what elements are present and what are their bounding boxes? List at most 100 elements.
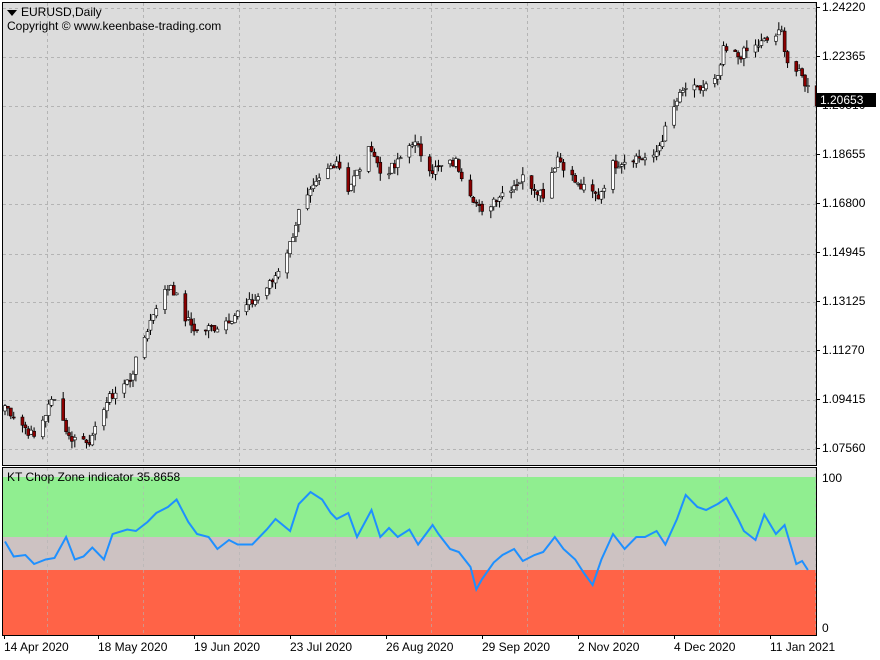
bear-candle bbox=[480, 203, 484, 212]
bull-candle bbox=[395, 158, 400, 168]
bear-candle bbox=[81, 436, 86, 440]
price-chart-pane[interactable]: EURUSD,Daily Copyright © www.keenbase-tr… bbox=[2, 2, 817, 466]
bull-candle bbox=[538, 189, 543, 197]
bull-candle bbox=[247, 298, 252, 306]
bear-candle bbox=[419, 143, 423, 157]
bear-candle bbox=[785, 51, 790, 64]
bull-candle bbox=[390, 162, 394, 174]
bull-candle bbox=[154, 308, 159, 317]
chart-symbol-title[interactable]: EURUSD,Daily bbox=[7, 5, 102, 19]
bull-candle bbox=[448, 159, 452, 165]
tick-mark bbox=[816, 399, 820, 400]
bull-candle bbox=[273, 275, 278, 284]
bear-candle bbox=[67, 432, 71, 436]
bear-candle bbox=[474, 201, 479, 204]
date-label: 26 Aug 2020 bbox=[386, 640, 454, 654]
bear-candle bbox=[9, 407, 13, 417]
bull-candle bbox=[553, 168, 557, 173]
bull-candle bbox=[334, 160, 339, 167]
bull-candle bbox=[206, 325, 211, 331]
bear-candle bbox=[195, 329, 199, 331]
bear-candle bbox=[436, 165, 441, 168]
tick-mark bbox=[816, 7, 820, 8]
bear-candle bbox=[745, 47, 749, 52]
indicator-pane[interactable]: KT Chop Zone indicator 35.8658 bbox=[2, 467, 817, 636]
bear-candle bbox=[739, 56, 743, 60]
date-label: 18 May 2020 bbox=[98, 640, 168, 654]
bull-candle bbox=[125, 379, 129, 385]
bear-candle bbox=[579, 183, 583, 190]
bull-candle bbox=[398, 157, 403, 159]
bull-candle bbox=[718, 64, 723, 76]
price-tick-label: 1.16800 bbox=[822, 196, 866, 210]
bull-candle bbox=[311, 184, 316, 189]
bull-candle bbox=[308, 188, 313, 196]
bull-candle bbox=[148, 320, 153, 331]
bear-candle bbox=[570, 169, 575, 176]
bull-candle bbox=[49, 399, 54, 406]
bear-candle bbox=[471, 196, 476, 203]
bull-candle bbox=[387, 173, 391, 176]
bear-candle bbox=[477, 203, 481, 206]
bear-candle bbox=[87, 442, 92, 445]
indicator-tick-label: 0 bbox=[822, 621, 829, 635]
bull-candle bbox=[489, 206, 493, 212]
price-tick-label: 1.07560 bbox=[822, 441, 866, 455]
bear-candle bbox=[457, 159, 461, 172]
bull-candle bbox=[166, 289, 170, 291]
bull-candle bbox=[454, 158, 458, 167]
bear-candle bbox=[26, 428, 31, 436]
bear-candle bbox=[369, 146, 374, 152]
bear-candle bbox=[84, 439, 89, 444]
chop-zone-chart bbox=[3, 468, 816, 635]
bull-candle bbox=[113, 392, 118, 399]
date-tick-mark bbox=[386, 635, 387, 639]
bull-candle bbox=[683, 88, 688, 90]
chevron-down-icon[interactable] bbox=[7, 9, 17, 16]
bear-candle bbox=[372, 151, 377, 157]
bull-candle bbox=[102, 409, 106, 427]
bull-candle bbox=[122, 383, 127, 394]
date-tick-mark bbox=[290, 635, 291, 639]
date-label: 4 Dec 2020 bbox=[674, 640, 736, 654]
tick-mark bbox=[816, 56, 820, 57]
bull-candle bbox=[41, 419, 45, 438]
price-tick-label: 1.22365 bbox=[822, 49, 866, 63]
bull-candle bbox=[701, 87, 705, 91]
symbol-title-text: EURUSD,Daily bbox=[21, 5, 102, 19]
bear-candle bbox=[695, 85, 700, 88]
bull-candle bbox=[582, 184, 586, 191]
bear-candle bbox=[803, 74, 807, 87]
bull-candle bbox=[297, 209, 301, 225]
bull-candle bbox=[602, 187, 607, 192]
tick-mark bbox=[816, 301, 820, 302]
bull-candle bbox=[163, 289, 167, 310]
bear-candle bbox=[430, 170, 435, 174]
bull-candle bbox=[491, 198, 496, 208]
bull-candle bbox=[672, 106, 676, 126]
date-label: 19 Jun 2020 bbox=[194, 640, 261, 654]
date-tick-mark bbox=[4, 635, 5, 639]
bear-candle bbox=[794, 61, 799, 72]
bull-candle bbox=[407, 145, 412, 158]
bull-candle bbox=[105, 402, 109, 412]
date-label: 23 Jul 2020 bbox=[290, 640, 353, 654]
bull-candle bbox=[617, 166, 621, 169]
bull-candle bbox=[806, 85, 810, 87]
bear-candle bbox=[64, 420, 68, 432]
bull-candle bbox=[305, 194, 310, 209]
bull-candle bbox=[46, 403, 51, 416]
indicator-tick-label: 100 bbox=[822, 471, 843, 485]
bear-candle bbox=[189, 318, 193, 326]
bull-candle bbox=[509, 190, 513, 193]
zone-mid bbox=[3, 537, 816, 570]
bear-candle bbox=[561, 162, 566, 171]
indicator-label: KT Chop Zone indicator 35.8658 bbox=[7, 470, 181, 484]
bear-candle bbox=[515, 184, 519, 186]
date-label: 29 Sep 2020 bbox=[482, 640, 551, 654]
bull-candle bbox=[777, 29, 781, 36]
bull-candle bbox=[215, 328, 220, 333]
bear-candle bbox=[541, 188, 545, 199]
date-tick-mark bbox=[194, 635, 195, 639]
bull-candle bbox=[352, 175, 356, 187]
